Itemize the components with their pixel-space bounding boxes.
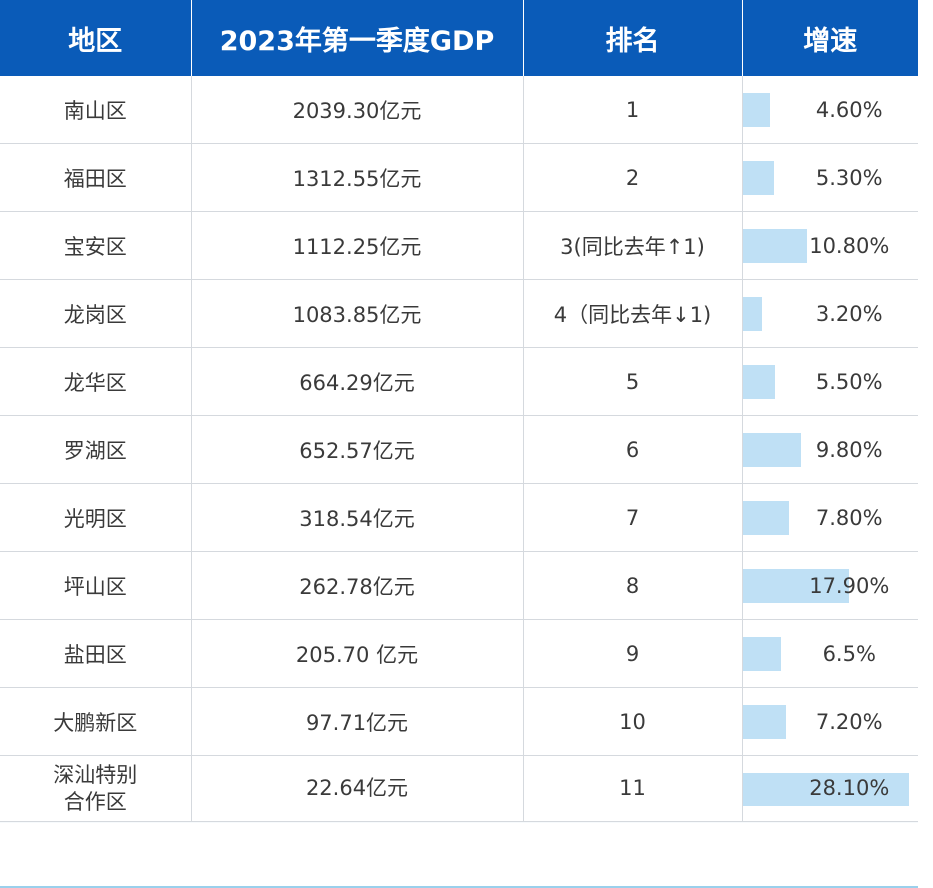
cell-rank: 7 [523,483,743,552]
cell-region: 坪山区 [0,551,192,620]
header-rank: 排名 [523,0,743,76]
growth-label: 7.80% [815,505,883,530]
growth-label: 6.5% [822,641,876,666]
cell-growth: 28.10% [742,755,918,822]
table-row: 大鹏新区 97.71亿元 10 7.20% [0,687,918,756]
table-header: 地区 2023年第一季度GDP 排名 增速 [0,0,918,76]
cell-region: 宝安区 [0,211,192,280]
cell-rank: 8 [523,551,743,620]
growth-bar [742,161,774,195]
cell-growth: 7.80% [742,483,918,552]
gdp-table: 地区 2023年第一季度GDP 排名 增速 南山区 2039.30亿元 1 4.60%… [0,0,918,822]
cell-gdp: 262.78亿元 [191,551,524,620]
cell-gdp: 318.54亿元 [191,483,524,552]
cell-gdp: 22.64亿元 [191,755,524,822]
table-row: 罗湖区 652.57亿元 6 9.80% [0,415,918,484]
cell-region: 深汕特别 合作区 [0,755,192,822]
cell-region: 大鹏新区 [0,687,192,756]
cell-growth: 5.50% [742,347,918,416]
growth-label: 28.10% [809,776,890,800]
table-footer-space [0,823,918,888]
cell-rank: 3(同比去年↑1) [523,211,743,280]
header-gdp: 2023年第一季度GDP [191,0,524,76]
cell-growth: 6.5% [742,619,918,688]
cell-region: 罗湖区 [0,415,192,484]
table-row: 深汕特别 合作区 22.64亿元 11 28.10% [0,755,918,822]
cell-rank: 11 [523,755,743,822]
cell-gdp: 2039.30亿元 [191,76,524,144]
header-region: 地区 [0,0,192,76]
table-row: 南山区 2039.30亿元 1 4.60% [0,76,918,144]
growth-bar [742,229,807,263]
cell-growth: 10.80% [742,211,918,280]
table-row: 龙华区 664.29亿元 5 5.50% [0,347,918,416]
right-margin [918,0,933,886]
growth-bar [742,365,775,399]
growth-label: 9.80% [815,437,883,462]
growth-bar [742,297,762,331]
cell-rank: 9 [523,619,743,688]
cell-region: 龙岗区 [0,279,192,348]
cell-gdp: 664.29亿元 [191,347,524,416]
cell-rank: 5 [523,347,743,416]
growth-bar [742,705,786,739]
table-body: 南山区 2039.30亿元 1 4.60% 福田区 1312.55亿元 2 5.30% 宝安区 1… [0,76,918,822]
cell-gdp: 1312.55亿元 [191,143,524,212]
growth-bar [742,433,801,467]
cell-rank: 10 [523,687,743,756]
cell-rank: 1 [523,76,743,144]
growth-bar [742,569,849,603]
growth-label: 17.90% [809,573,890,598]
cell-rank: 6 [523,415,743,484]
table-row: 福田区 1312.55亿元 2 5.30% [0,143,918,212]
growth-label: 7.20% [815,709,883,734]
cell-region: 南山区 [0,76,192,144]
table-row: 盐田区 205.70 亿元 9 6.5% [0,619,918,688]
table-row: 坪山区 262.78亿元 8 17.90% [0,551,918,620]
table-row: 宝安区 1112.25亿元 3(同比去年↑1) 10.80% [0,211,918,280]
growth-bar [742,93,770,127]
growth-label: 3.20% [815,301,883,326]
cell-gdp: 652.57亿元 [191,415,524,484]
cell-growth: 17.90% [742,551,918,620]
cell-growth: 7.20% [742,687,918,756]
growth-label: 4.60% [815,97,883,122]
growth-bar [742,501,789,535]
cell-rank: 2 [523,143,743,212]
cell-gdp: 205.70 亿元 [191,619,524,688]
cell-growth: 4.60% [742,76,918,144]
cell-rank: 4（同比去年↓1) [523,279,743,348]
header-row: 地区 2023年第一季度GDP 排名 增速 [0,0,918,76]
growth-label: 5.30% [815,165,883,190]
cell-region: 福田区 [0,143,192,212]
cell-region: 光明区 [0,483,192,552]
cell-gdp: 1112.25亿元 [191,211,524,280]
table-row: 光明区 318.54亿元 7 7.80% [0,483,918,552]
growth-bar [742,773,909,806]
growth-bar [742,637,781,671]
cell-region: 龙华区 [0,347,192,416]
growth-label: 5.50% [815,369,883,394]
growth-label: 10.80% [809,233,890,258]
cell-growth: 3.20% [742,279,918,348]
cell-region: 盐田区 [0,619,192,688]
header-growth: 增速 [742,0,918,76]
cell-growth: 5.30% [742,143,918,212]
cell-gdp: 1083.85亿元 [191,279,524,348]
cell-growth: 9.80% [742,415,918,484]
cell-gdp: 97.71亿元 [191,687,524,756]
table-row: 龙岗区 1083.85亿元 4（同比去年↓1) 3.20% [0,279,918,348]
